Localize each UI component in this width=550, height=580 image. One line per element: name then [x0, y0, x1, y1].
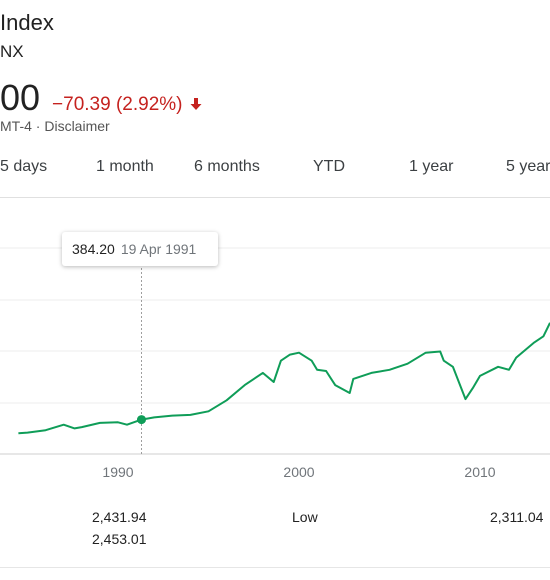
tabs-divider — [0, 197, 550, 198]
disclaimer-link[interactable]: Disclaimer — [44, 118, 110, 134]
stat-value: 2,311.04 — [490, 509, 544, 525]
x-tick-label: 2000 — [283, 464, 314, 480]
current-price: 00 — [0, 77, 41, 118]
tab-1-month[interactable]: 1 month — [96, 158, 154, 175]
x-tick-label: 1990 — [102, 464, 133, 480]
x-tick-label: 2010 — [464, 464, 495, 480]
index-title: Index — [0, 10, 54, 35]
stat-label-low: Low — [292, 509, 318, 525]
range-tabs: 5 days 1 month 6 months YTD 1 year 5 yea… — [0, 158, 550, 186]
price-chart[interactable]: 1990 2000 2010 — [0, 198, 550, 498]
hover-marker-point — [137, 415, 146, 425]
series-line — [18, 322, 550, 435]
tooltip-date: 19 Apr 1991 — [120, 241, 197, 257]
tab-5-years[interactable]: 5 year — [506, 158, 550, 175]
chart-gridlines — [0, 247, 550, 455]
x-axis-ticks: 1990 2000 2010 — [102, 464, 495, 480]
meta-row: MT-4 · Disclaimer — [0, 118, 110, 134]
tab-1-year[interactable]: 1 year — [409, 158, 454, 175]
stats-divider — [0, 567, 550, 568]
stat-value: 2,453.01 — [92, 531, 147, 547]
ticker-symbol: NX — [0, 42, 24, 61]
stat-value: 2,431.94 — [92, 509, 147, 525]
timezone-text: MT-4 · — [0, 118, 45, 134]
tab-ytd[interactable]: YTD — [313, 158, 345, 175]
arrow-down-icon — [189, 97, 203, 111]
tooltip-value: 384.20 — [72, 241, 115, 257]
price-row: 00 −70.39 (2.92%) — [0, 80, 203, 116]
tab-6-months[interactable]: 6 months — [194, 158, 260, 175]
price-change: −70.39 (2.92%) — [52, 94, 183, 115]
chart-tooltip: 384.20 19 Apr 1991 — [62, 232, 218, 266]
tab-5-days[interactable]: 5 days — [0, 158, 48, 175]
